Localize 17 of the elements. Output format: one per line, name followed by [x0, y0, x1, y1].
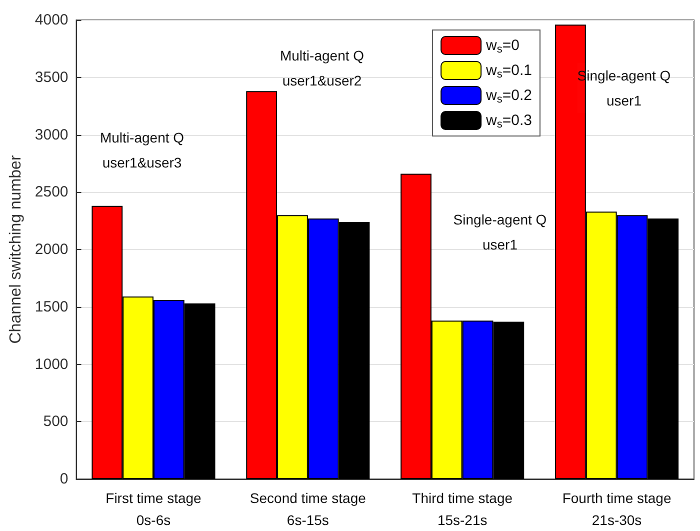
x-tick-label: First time stage 0s-6s — [106, 490, 202, 528]
y-tick-label: 2000 — [34, 241, 68, 258]
y-axis-title: Channel switching number — [8, 154, 24, 344]
y-tick-label: 2500 — [34, 184, 68, 201]
y-tick-label: 4000 — [34, 12, 68, 28]
y-tick-label: 0 — [60, 470, 68, 488]
y-tick-label: 1500 — [34, 298, 68, 316]
y-tick-label: 1000 — [34, 356, 68, 373]
x-tick-label: Fourth time stage 21s-30s — [562, 490, 672, 528]
y-tick-label: 500 — [43, 413, 68, 430]
annotation: Multi-agent Q user1&user2 — [280, 48, 364, 88]
x-tick-label: Third time stage 15s-21s — [412, 490, 513, 528]
annotation: Single-agent Q user1 — [453, 212, 547, 252]
annotation: Multi-agent Q user1&user3 — [100, 130, 184, 170]
x-tick-label: Second time stage 6s-15s — [250, 490, 366, 528]
y-tick-label: 3500 — [34, 68, 68, 86]
y-tick-label: 3000 — [34, 126, 68, 144]
